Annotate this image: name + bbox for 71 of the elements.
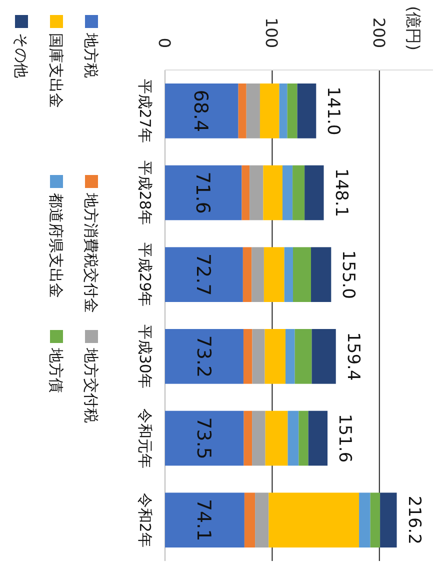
text: (億円) xyxy=(404,6,423,50)
bar xyxy=(284,247,293,302)
y-tick-label: 平成27年 xyxy=(136,78,154,143)
bar xyxy=(250,165,264,220)
y-tick-label: 平成29年 xyxy=(136,242,154,307)
bar xyxy=(165,247,243,302)
bar xyxy=(165,492,244,548)
bar xyxy=(359,492,370,548)
total-label: 155.0 xyxy=(338,250,358,299)
bar xyxy=(243,329,252,384)
legend-label: 国庫支出金 xyxy=(47,33,65,108)
bar xyxy=(264,329,286,384)
bar xyxy=(287,84,298,138)
bar xyxy=(311,247,332,302)
total-label: 148.1 xyxy=(330,168,351,218)
bar xyxy=(255,492,269,548)
x-tick-label: 200 xyxy=(369,17,388,48)
bar xyxy=(312,329,336,384)
bar xyxy=(165,410,244,466)
bar xyxy=(238,84,246,138)
data-label: 73.5 xyxy=(192,417,214,460)
bar xyxy=(242,165,250,220)
bar xyxy=(244,492,256,548)
y-tick-label: 平成30年 xyxy=(136,324,154,388)
y-tick-label: 平成28年 xyxy=(136,160,154,225)
bar xyxy=(265,410,288,466)
bar xyxy=(260,84,280,138)
bar xyxy=(264,247,284,302)
x-tick-label: 0 xyxy=(155,38,174,48)
bar xyxy=(380,492,397,548)
bar xyxy=(298,410,308,466)
bar xyxy=(263,165,282,220)
bar xyxy=(292,247,312,302)
legend-label: 地方債 xyxy=(47,347,65,393)
bar xyxy=(370,492,380,548)
total-label: 216.2 xyxy=(404,496,424,544)
total-label: 151.6 xyxy=(334,414,355,463)
data-label: 71.6 xyxy=(191,172,214,214)
bar xyxy=(308,410,328,466)
bar xyxy=(268,492,360,548)
bar xyxy=(297,84,316,138)
bar xyxy=(282,165,293,220)
bar xyxy=(279,84,288,138)
x-tick-label: 100 xyxy=(262,17,282,48)
bar xyxy=(285,329,295,384)
y-tick-label: 令和2年 xyxy=(136,492,154,548)
legend-label: 都道府県支出金 xyxy=(47,193,65,298)
legend-label: 地方交付税 xyxy=(82,347,100,423)
total-label: 159.4 xyxy=(342,332,363,381)
bar xyxy=(242,247,252,302)
data-label: 73.2 xyxy=(192,335,214,378)
bar xyxy=(252,247,264,302)
total-label: 141.0 xyxy=(323,86,344,136)
bar xyxy=(304,165,324,220)
data-label: 74.1 xyxy=(192,498,215,542)
bar xyxy=(294,329,312,384)
data-label: 68.4 xyxy=(190,90,212,132)
bar xyxy=(244,410,252,466)
bar xyxy=(292,165,305,220)
bar xyxy=(165,165,242,220)
y-tick-label: 令和元年 xyxy=(136,408,154,468)
legend-label: 地方消費税交付金 xyxy=(82,192,100,313)
bar xyxy=(165,84,238,138)
data-label: 72.7 xyxy=(192,253,214,296)
bar xyxy=(165,329,244,384)
bar xyxy=(246,84,260,138)
legend-label: 地方税 xyxy=(82,32,100,78)
legend-label: その他 xyxy=(12,33,30,78)
bar xyxy=(252,410,266,466)
bar xyxy=(288,410,299,466)
bar xyxy=(252,329,265,384)
